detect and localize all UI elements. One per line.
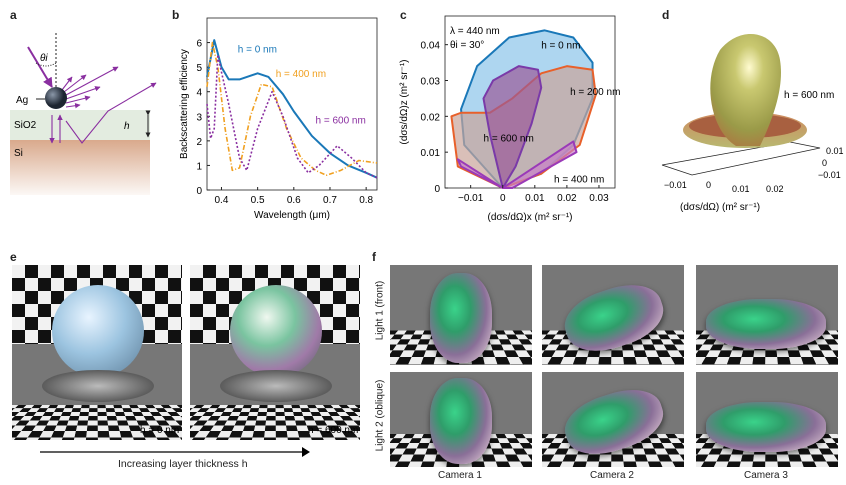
scattering-lobe [710,33,781,146]
arrow-caption: Increasing layer thickness h [118,458,248,470]
x-tick-label: −0.01 [458,193,484,204]
render-l1-c2 [542,265,684,365]
series-label: h = 600 nm [316,116,366,127]
row-label-light2: Light 2 (oblique) [374,379,386,452]
polar-lobe-3 [456,140,578,189]
y-tick-label: 0.04 [421,41,441,52]
x-tick-label: 0.01 [525,193,545,204]
series-label: h = 400 nm [276,69,326,80]
h-label: h [124,121,130,132]
y-tick-label: 0 [196,186,202,197]
backscattering-chart: 0.4 0.5 0.6 0.7 0.8 0 1 2 3 4 5 6 Wavelength (μm) Bac… [179,17,378,220]
sio2-layer [10,110,150,140]
panel-f-label: f [372,250,376,264]
caption-h600: h = 600 nm [308,425,359,436]
sphere-iridescent [230,285,322,377]
panel-d-label: d [662,8,670,22]
series-line-0 [206,39,378,179]
col-label-camera3: Camera 3 [744,470,788,481]
x-axis-label: Wavelength (μm) [254,210,330,220]
x-tick-label: 0.5 [251,195,265,206]
series-label: h = 400 nm [554,175,604,186]
y-tick-label: 6 [196,39,202,50]
series-line-2 [206,54,378,179]
caption-h0: h = 0 nm [140,425,180,436]
series-label: h = 0 nm [541,40,580,51]
sio2-label: SiO2 [14,120,37,131]
d-annotation: h = 600 nm [784,90,834,101]
panel-a-diagram: θi Ag SiO2 Si h [10,33,157,195]
y-tick-label: 3 [196,112,202,123]
x-tick-label: 0 [500,193,506,204]
ag-label: Ag [16,95,28,106]
d-xlabel: (dσs/dΩ) (m² sr⁻¹) [680,202,760,213]
theta-label: θi [40,53,48,64]
d-ytick: 0.01 [826,146,844,156]
row-label-light1: Light 1 (front) [374,280,386,341]
render-h600: h = 600 nm [190,265,360,440]
render-l2-c3 [696,372,838,467]
plot-frame [444,15,616,189]
panel-c-label: c [400,8,407,22]
render-l2-c1 [390,372,532,467]
series-label: h = 0 nm [238,44,277,55]
theta-annotation: θi = 30° [450,40,484,51]
si-label: Si [14,148,23,159]
lambda-annotation: λ = 440 nm [450,26,500,37]
panel-b-label: b [172,8,180,22]
radiation-pattern-3d: h = 600 nm −0.01 0 0.01 0.02 0.01 0 −0.0… [661,33,844,213]
y-tick-label: 1 [196,161,202,172]
x-tick-label: 0.4 [215,195,229,206]
d-ytick: 0 [822,158,827,168]
series-label: h = 600 nm [483,133,533,144]
y-tick-label: 5 [196,63,202,74]
scattering-polar-chart: −0.01 0 0.01 0.02 0.03 0 0.01 0.02 0.03 0.04 (dσs/… [399,15,620,223]
y-axis-label: (dσs/dΩ)z (m² sr⁻¹) [399,59,410,144]
col-label-camera1: Camera 1 [438,470,482,481]
y-tick-label: 4 [196,88,202,99]
ag-nanoparticle [45,87,67,109]
x-tick-label: 0.03 [589,193,609,204]
d-xtick: −0.01 [664,180,687,190]
y-tick-label: 2 [196,137,202,148]
y-tick-label: 0.01 [421,148,441,159]
si-substrate [10,140,150,195]
d-ytick: −0.01 [818,170,841,180]
x-tick-label: 0.6 [287,195,301,206]
panel-a-label: a [10,8,17,22]
thickness-arrow [40,447,310,457]
d-xtick: 0.02 [766,184,784,194]
sphere-blue [52,285,144,377]
render-l2-c2 [542,372,684,467]
d-xtick: 0 [706,180,711,190]
y-tick-label: 0.03 [421,77,441,88]
x-axis-label: (dσs/dΩ)x (m² sr⁻¹) [487,212,572,223]
y-tick-label: 0 [434,184,440,195]
polar-lobe-2 [482,65,543,189]
x-tick-label: 0.7 [323,195,337,206]
y-axis-label: Backscattering efficiency [179,49,190,159]
y-tick-label: 0.02 [421,112,441,123]
col-label-camera2: Camera 2 [590,470,634,481]
d-xtick: 0.01 [732,184,750,194]
x-tick-label: 0.8 [359,195,373,206]
render-h0: h = 0 nm [12,265,182,440]
render-l1-c3 [696,265,838,365]
series-line-1 [206,41,378,177]
x-tick-label: 0.02 [557,193,577,204]
render-l1-c1 [390,265,532,365]
series-label: h = 200 nm [570,87,620,98]
panel-e-label: e [10,250,17,264]
